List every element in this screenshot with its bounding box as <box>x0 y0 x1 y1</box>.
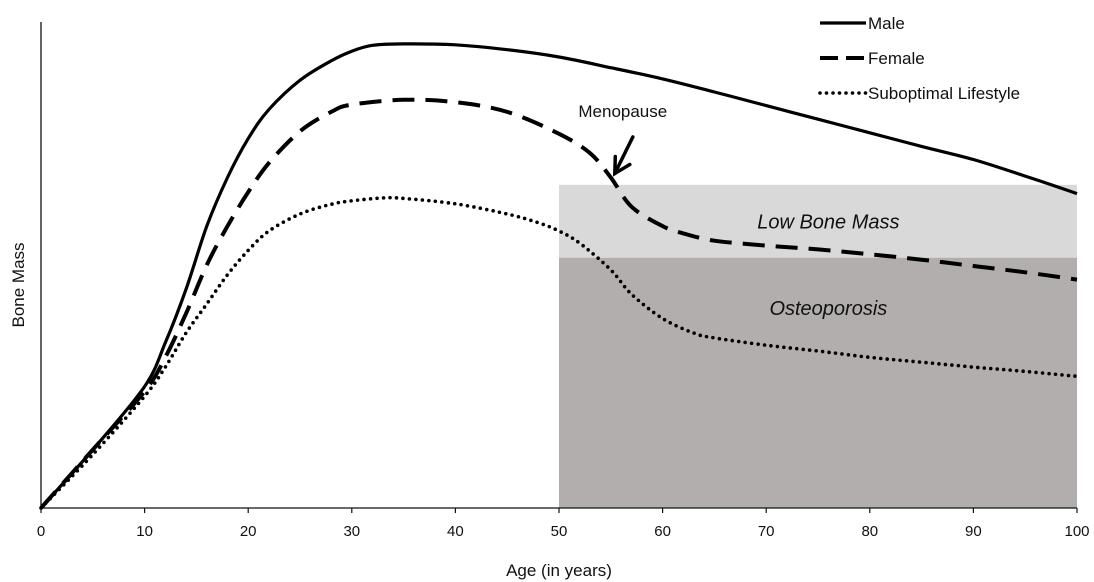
x-tick-label: 70 <box>758 523 775 540</box>
annotation-arrow-head <box>612 154 632 177</box>
annotation-menopause: Menopause <box>578 102 667 121</box>
x-axis-title: Age (in years) <box>506 561 612 580</box>
x-tick-label: 80 <box>861 523 878 540</box>
series-line-female <box>39 97 1078 510</box>
series-layer <box>39 42 1079 510</box>
annotation-arrow-shaft <box>613 135 635 176</box>
legend-label-suboptimal-lifestyle: Suboptimal Lifestyle <box>868 84 1020 103</box>
x-tick-label: 90 <box>965 523 982 540</box>
x-tick-label: 40 <box>447 523 464 540</box>
series-line-male <box>39 42 1078 510</box>
x-tick-label: 30 <box>343 523 360 540</box>
axes: 0 10 20 30 40 50 60 70 80 90 100 Age (in years) Bone… <box>9 22 1090 580</box>
y-axis-title: Bone Mass <box>9 242 28 327</box>
x-tick-label: 60 <box>654 523 671 540</box>
legend-label-female: Female <box>868 49 925 68</box>
region-layer <box>559 184 1077 508</box>
x-tick-label: 20 <box>240 523 257 540</box>
region-label-osteoporosis: Osteoporosis <box>769 298 887 320</box>
region-label-low-bone-mass: Low Bone Mass <box>757 211 899 233</box>
labels-layer: Low Bone Mass Osteoporosis Male Female Subop… <box>578 14 1020 320</box>
series-line-suboptimal-lifestyle <box>39 195 1079 510</box>
legend-label-male: Male <box>868 14 905 33</box>
region-osteoporosis <box>559 257 1077 508</box>
region-low-bone-mass <box>559 184 1077 258</box>
x-tick-label: 10 <box>136 523 153 540</box>
x-tick-label: 0 <box>37 523 45 540</box>
x-tick-label: 100 <box>1064 523 1089 540</box>
x-tick-label: 50 <box>551 523 568 540</box>
